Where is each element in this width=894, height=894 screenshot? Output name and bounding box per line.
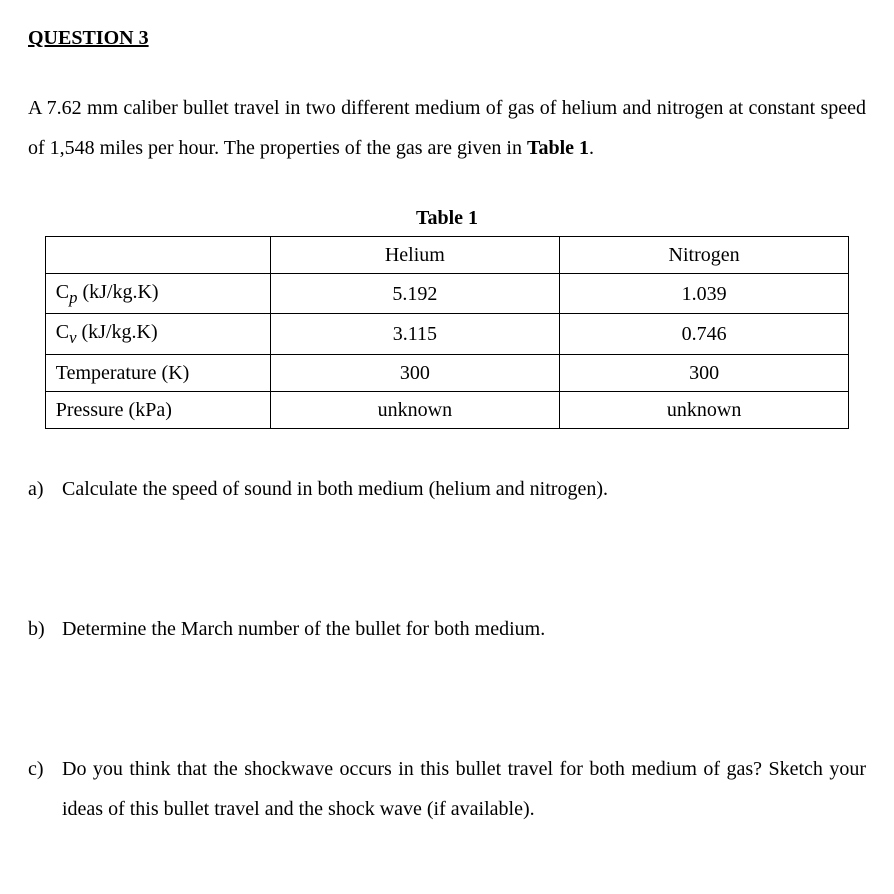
table-cell: unknown	[270, 391, 559, 428]
question-body: A 7.62 mm caliber bullet travel in two d…	[28, 88, 866, 168]
table-cell: 300	[270, 354, 559, 391]
table-header-col1: Helium	[270, 237, 559, 274]
table-cell: 5.192	[270, 274, 559, 314]
sub-question-b: b) Determine the March number of the bul…	[28, 609, 866, 649]
table-header-blank	[45, 237, 270, 274]
table-row: Cv (kJ/kg.K) 3.115 0.746	[45, 314, 848, 354]
sub-question-a: a) Calculate the speed of sound in both …	[28, 469, 866, 509]
table-cell: unknown	[559, 391, 848, 428]
table-cell: 300	[559, 354, 848, 391]
table-row-label: Temperature (K)	[45, 354, 270, 391]
table-row: Temperature (K) 300 300	[45, 354, 848, 391]
sub-question-text: Do you think that the shockwave occurs i…	[62, 749, 866, 829]
table-row: Cp (kJ/kg.K) 5.192 1.039	[45, 274, 848, 314]
table-cell: 0.746	[559, 314, 848, 354]
table-row-label: Pressure (kPa)	[45, 391, 270, 428]
sub-question-text: Calculate the speed of sound in both med…	[62, 469, 866, 509]
sub-question-marker: a)	[28, 469, 62, 509]
table-header-row: Helium Nitrogen	[45, 237, 848, 274]
paragraph-table-ref: Table 1	[527, 137, 589, 159]
question-heading: QUESTION 3	[28, 24, 866, 52]
sub-question-marker: b)	[28, 609, 62, 649]
paragraph-period: .	[589, 137, 594, 159]
table-cell: 3.115	[270, 314, 559, 354]
sub-question-text: Determine the March number of the bullet…	[62, 609, 866, 649]
sub-question-c: c) Do you think that the shockwave occur…	[28, 749, 866, 829]
table-cell: 1.039	[559, 274, 848, 314]
table-row-label: Cp (kJ/kg.K)	[45, 274, 270, 314]
table-row: Pressure (kPa) unknown unknown	[45, 391, 848, 428]
paragraph-text: A 7.62 mm caliber bullet travel in two d…	[28, 97, 866, 159]
properties-table: Helium Nitrogen Cp (kJ/kg.K) 5.192 1.039…	[45, 236, 849, 429]
table-row-label: Cv (kJ/kg.K)	[45, 314, 270, 354]
table-header-col2: Nitrogen	[559, 237, 848, 274]
sub-question-marker: c)	[28, 749, 62, 789]
table-caption: Table 1	[28, 204, 866, 232]
